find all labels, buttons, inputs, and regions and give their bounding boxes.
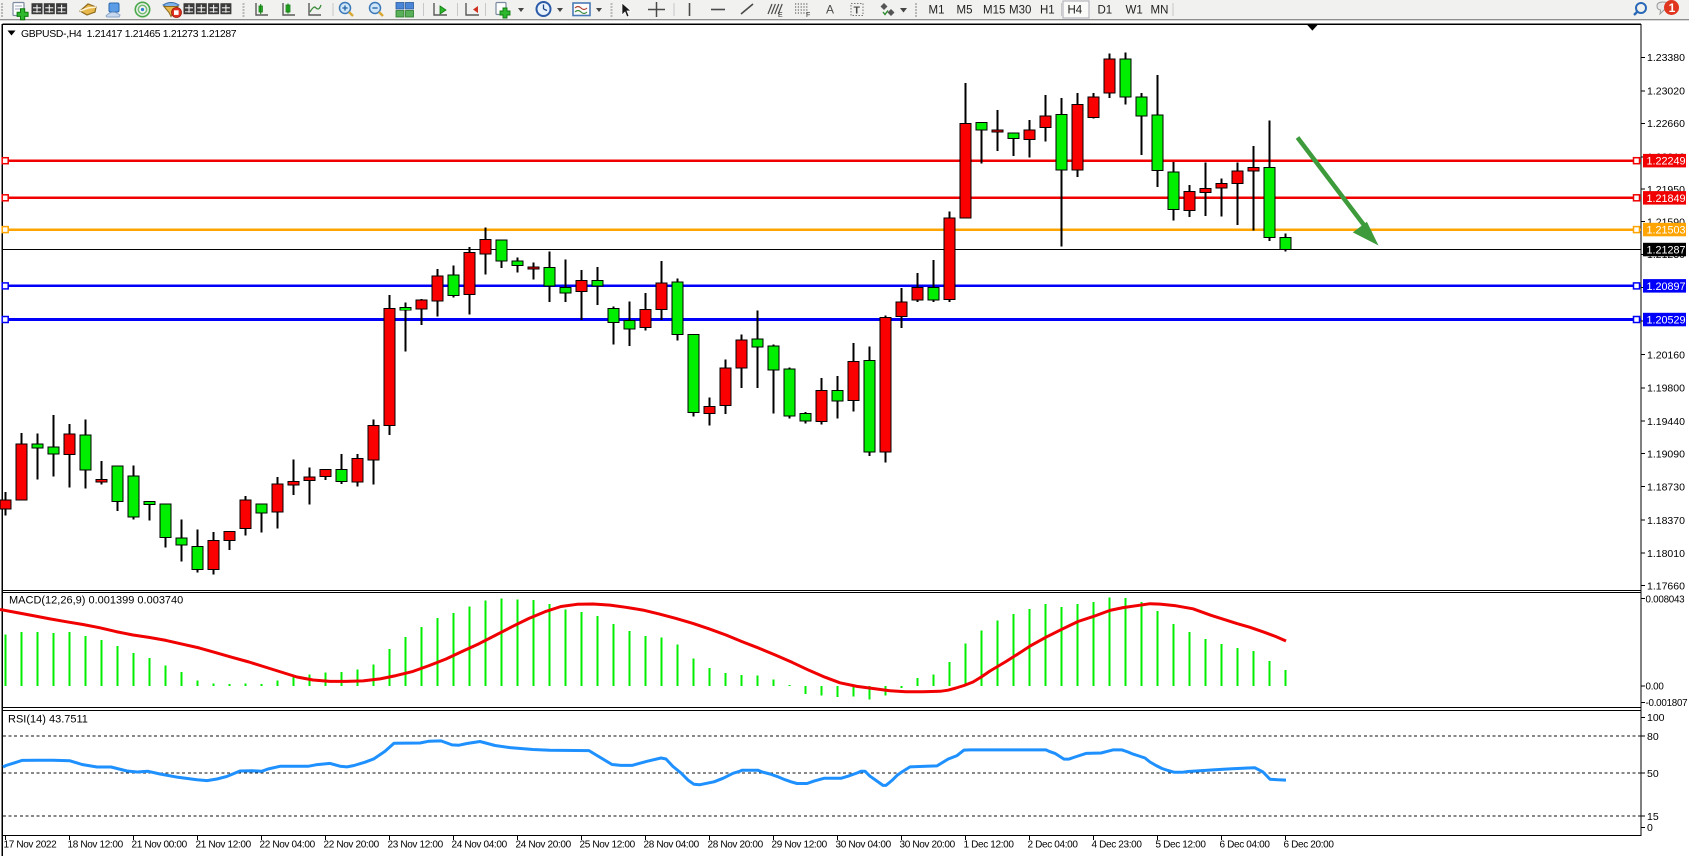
svg-text:2 Dec 04:00: 2 Dec 04:00 — [1028, 840, 1079, 851]
svg-text:15: 15 — [1647, 811, 1659, 823]
svg-text:30 Nov 04:00: 30 Nov 04:00 — [836, 840, 892, 851]
svg-text:A: A — [826, 3, 834, 17]
svg-text:80: 80 — [1647, 731, 1659, 743]
svg-text:M15: M15 — [983, 5, 1005, 17]
svg-text:M30: M30 — [1009, 5, 1031, 17]
svg-text:1.20529: 1.20529 — [1647, 315, 1686, 327]
svg-text:6 Dec 04:00: 6 Dec 04:00 — [1220, 840, 1271, 851]
svg-text:1 Dec 12:00: 1 Dec 12:00 — [964, 840, 1015, 851]
svg-text:1.23020: 1.23020 — [1647, 86, 1685, 98]
svg-text:D1: D1 — [1098, 5, 1113, 17]
svg-text:0.008043: 0.008043 — [1646, 594, 1686, 605]
svg-text:GBPUSD-,H4 1.21417 1.21465 1.: GBPUSD-,H4 1.21417 1.21465 1.21273 1.212… — [21, 29, 237, 40]
svg-text:RSI(14) 43.7511: RSI(14) 43.7511 — [8, 714, 88, 726]
svg-text:4 Dec 23:00: 4 Dec 23:00 — [1092, 840, 1143, 851]
svg-text:1.19090: 1.19090 — [1647, 448, 1685, 460]
svg-text:F: F — [806, 12, 810, 19]
svg-text:M1: M1 — [929, 5, 945, 17]
svg-text:100: 100 — [1647, 712, 1665, 724]
svg-text:MACD(12,26,9) 0.001399 0.00374: MACD(12,26,9) 0.001399 0.003740 — [9, 595, 183, 607]
svg-text:1.21287: 1.21287 — [1647, 245, 1686, 257]
svg-text:H4: H4 — [1068, 5, 1083, 17]
svg-text:50: 50 — [1647, 768, 1659, 780]
svg-text:0: 0 — [1647, 822, 1653, 834]
svg-text:29 Nov 12:00: 29 Nov 12:00 — [772, 840, 828, 851]
svg-text:1.21503: 1.21503 — [1647, 225, 1686, 237]
svg-text:1.18730: 1.18730 — [1647, 482, 1685, 494]
svg-text:22 Nov 20:00: 22 Nov 20:00 — [324, 840, 380, 851]
svg-text:18 Nov 12:00: 18 Nov 12:00 — [68, 840, 124, 851]
svg-text:1.19800: 1.19800 — [1647, 383, 1685, 395]
svg-text:23 Nov 12:00: 23 Nov 12:00 — [388, 840, 444, 851]
svg-text:1.22660: 1.22660 — [1647, 118, 1685, 130]
svg-text:17 Nov 2022: 17 Nov 2022 — [4, 840, 58, 851]
svg-text:1.18010: 1.18010 — [1647, 548, 1685, 560]
svg-text:24 Nov 04:00: 24 Nov 04:00 — [452, 840, 508, 851]
svg-text:-0.001807: -0.001807 — [1646, 698, 1688, 709]
svg-text:1.17660: 1.17660 — [1647, 580, 1685, 592]
svg-text:24 Nov 20:00: 24 Nov 20:00 — [516, 840, 572, 851]
svg-text:1.19440: 1.19440 — [1647, 416, 1685, 428]
svg-text:21 Nov 12:00: 21 Nov 12:00 — [196, 840, 252, 851]
svg-text:0.00: 0.00 — [1646, 682, 1665, 693]
svg-text:22 Nov 04:00: 22 Nov 04:00 — [260, 840, 316, 851]
svg-text:1.22249: 1.22249 — [1647, 156, 1686, 168]
svg-text:25 Nov 12:00: 25 Nov 12:00 — [580, 840, 636, 851]
svg-text:MN: MN — [1151, 5, 1169, 17]
svg-text:21 Nov 00:00: 21 Nov 00:00 — [132, 840, 188, 851]
svg-text:28 Nov 04:00: 28 Nov 04:00 — [644, 840, 700, 851]
svg-text:5 Dec 12:00: 5 Dec 12:00 — [1156, 840, 1207, 851]
svg-text:H1: H1 — [1040, 5, 1055, 17]
svg-text:30 Nov 20:00: 30 Nov 20:00 — [900, 840, 956, 851]
svg-text:E: E — [778, 12, 783, 19]
svg-text:T: T — [854, 5, 861, 17]
svg-text:28 Nov 20:00: 28 Nov 20:00 — [708, 840, 764, 851]
svg-text:1.21849: 1.21849 — [1647, 193, 1686, 205]
svg-text:1.23380: 1.23380 — [1647, 52, 1685, 64]
svg-text:1.20160: 1.20160 — [1647, 350, 1685, 362]
svg-text:W1: W1 — [1126, 5, 1143, 17]
svg-text:1.20897: 1.20897 — [1647, 281, 1686, 293]
svg-text:M5: M5 — [957, 5, 973, 17]
svg-text:6 Dec 20:00: 6 Dec 20:00 — [1284, 840, 1335, 851]
svg-text:1: 1 — [1669, 1, 1676, 15]
svg-text:1.18370: 1.18370 — [1647, 515, 1685, 527]
